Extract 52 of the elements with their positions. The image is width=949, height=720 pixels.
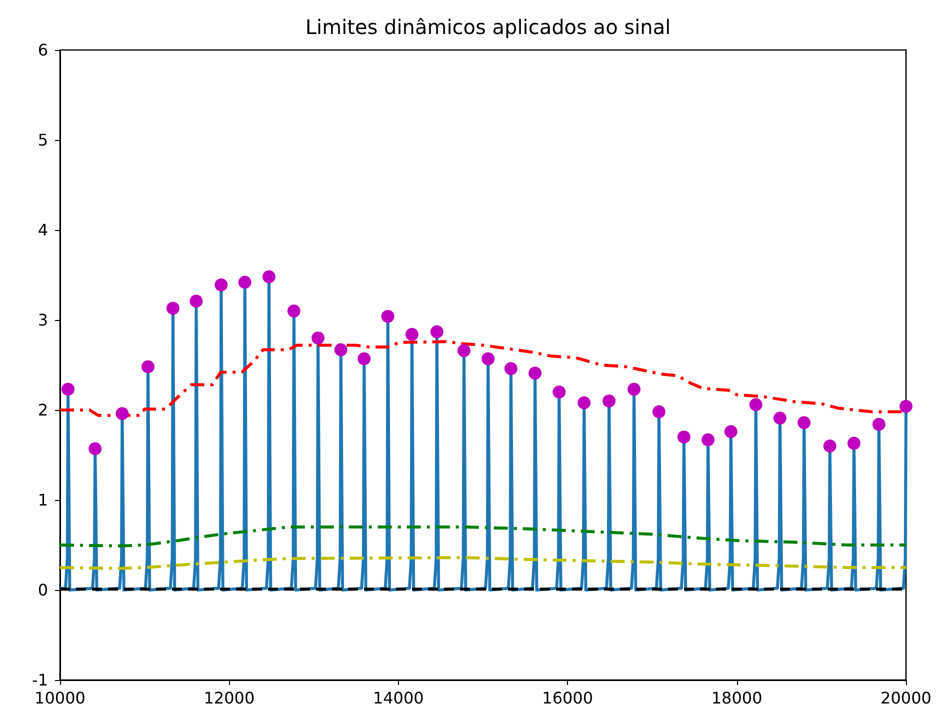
y-tick-label: 0 (38, 580, 48, 600)
y-tick-label: -1 (32, 670, 48, 690)
x-tick-label: 14000 (372, 688, 424, 708)
point (552, 386, 566, 398)
x-tick-label: 16000 (542, 688, 594, 708)
point (287, 304, 300, 318)
point (872, 418, 886, 431)
line-series (58, 526, 908, 548)
point (62, 382, 75, 396)
point (847, 436, 860, 450)
point (773, 412, 786, 425)
point (358, 352, 371, 366)
point (900, 400, 912, 413)
y-tick-label: 1 (38, 490, 48, 510)
y-tick-label: 3 (38, 310, 48, 330)
point (602, 394, 616, 408)
point (749, 398, 762, 412)
point (457, 344, 470, 358)
point (88, 442, 102, 456)
x-tick-label: 20000 (880, 688, 932, 708)
y-tick-label: 6 (38, 40, 48, 60)
point (677, 430, 690, 444)
point (578, 396, 591, 410)
point (190, 294, 203, 308)
y-tick-label: 5 (38, 130, 48, 150)
point (823, 440, 836, 452)
point (430, 325, 444, 338)
point (141, 360, 154, 374)
point (405, 328, 418, 341)
point (528, 366, 542, 380)
point (214, 278, 228, 292)
point (238, 276, 252, 289)
line-series (58, 556, 908, 570)
point (116, 407, 129, 420)
x-tick-label: 10000 (34, 688, 86, 708)
point (381, 310, 394, 323)
point (798, 416, 811, 430)
point (628, 382, 641, 396)
point (702, 433, 715, 446)
point (262, 270, 276, 284)
y-tick-label: 2 (38, 400, 48, 420)
point (334, 343, 348, 356)
x-tick-label: 12000 (204, 688, 255, 708)
point (166, 302, 180, 315)
x-tick-label: 18000 (711, 688, 762, 708)
point (482, 352, 495, 366)
y-tick-label: 4 (38, 220, 48, 240)
point (652, 405, 666, 418)
point (312, 332, 325, 344)
chart-title: Limites dinâmicos aplicados ao sinal (305, 15, 671, 39)
point (504, 362, 518, 376)
point (724, 425, 738, 438)
